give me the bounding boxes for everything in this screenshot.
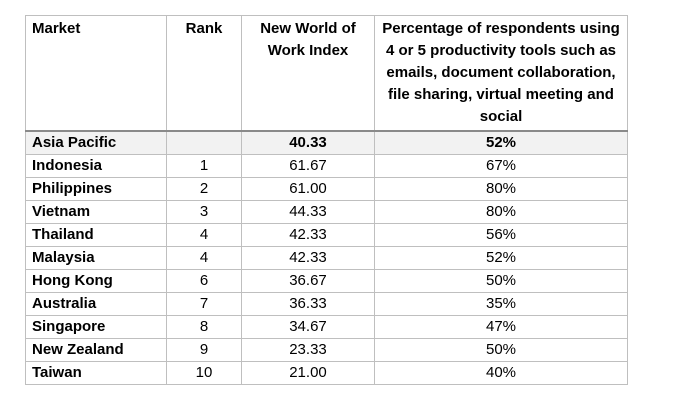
table-row: Singapore 8 34.67 47%: [25, 315, 628, 339]
cell-pct: 52%: [374, 246, 628, 270]
cell-index: 42.33: [241, 246, 375, 270]
table-row: Philippines 2 61.00 80%: [25, 177, 628, 201]
cell-pct: 47%: [374, 315, 628, 339]
cell-pct: 50%: [374, 338, 628, 362]
cell-rank: 4: [166, 246, 242, 270]
cell-rank: 9: [166, 338, 242, 362]
cell-pct: 56%: [374, 223, 628, 247]
cell-pct: 35%: [374, 292, 628, 316]
data-table: Market Rank New World of Work Index Perc…: [25, 15, 628, 385]
cell-pct: 80%: [374, 200, 628, 224]
header-rank: Rank: [166, 15, 242, 132]
cell-market: New Zealand: [25, 338, 167, 362]
cell-market: Indonesia: [25, 154, 167, 178]
table-row: Indonesia 1 61.67 67%: [25, 154, 628, 178]
cell-rank: 1: [166, 154, 242, 178]
table-row: Vietnam 3 44.33 80%: [25, 200, 628, 224]
table-row: Malaysia 4 42.33 52%: [25, 246, 628, 270]
cell-index: 44.33: [241, 200, 375, 224]
summary-index: 40.33: [241, 130, 375, 155]
cell-index: 42.33: [241, 223, 375, 247]
cell-market: Philippines: [25, 177, 167, 201]
table-row: Hong Kong 6 36.67 50%: [25, 269, 628, 293]
cell-market: Hong Kong: [25, 269, 167, 293]
summary-pct: 52%: [374, 130, 628, 155]
header-row: Market Rank New World of Work Index Perc…: [25, 15, 628, 132]
table-container: Market Rank New World of Work Index Perc…: [25, 15, 628, 385]
cell-index: 61.67: [241, 154, 375, 178]
summary-rank: [166, 130, 242, 155]
cell-market: Taiwan: [25, 361, 167, 385]
table-row: New Zealand 9 23.33 50%: [25, 338, 628, 362]
cell-rank: 3: [166, 200, 242, 224]
header-index: New World of Work Index: [241, 15, 375, 132]
cell-rank: 6: [166, 269, 242, 293]
cell-rank: 10: [166, 361, 242, 385]
cell-pct: 67%: [374, 154, 628, 178]
table-row: Australia 7 36.33 35%: [25, 292, 628, 316]
cell-market: Australia: [25, 292, 167, 316]
table-row: Taiwan 10 21.00 40%: [25, 361, 628, 385]
table-row: Thailand 4 42.33 56%: [25, 223, 628, 247]
cell-pct: 40%: [374, 361, 628, 385]
cell-rank: 2: [166, 177, 242, 201]
cell-pct: 80%: [374, 177, 628, 201]
cell-index: 61.00: [241, 177, 375, 201]
cell-rank: 8: [166, 315, 242, 339]
cell-market: Thailand: [25, 223, 167, 247]
cell-index: 34.67: [241, 315, 375, 339]
cell-index: 21.00: [241, 361, 375, 385]
cell-market: Vietnam: [25, 200, 167, 224]
cell-market: Singapore: [25, 315, 167, 339]
header-market: Market: [25, 15, 167, 132]
cell-rank: 7: [166, 292, 242, 316]
cell-index: 23.33: [241, 338, 375, 362]
cell-index: 36.33: [241, 292, 375, 316]
cell-market: Malaysia: [25, 246, 167, 270]
header-percentage: Percentage of respondents using 4 or 5 p…: [374, 15, 628, 132]
summary-market: Asia Pacific: [25, 130, 167, 155]
summary-row: Asia Pacific 40.33 52%: [25, 130, 628, 155]
cell-pct: 50%: [374, 269, 628, 293]
cell-index: 36.67: [241, 269, 375, 293]
cell-rank: 4: [166, 223, 242, 247]
